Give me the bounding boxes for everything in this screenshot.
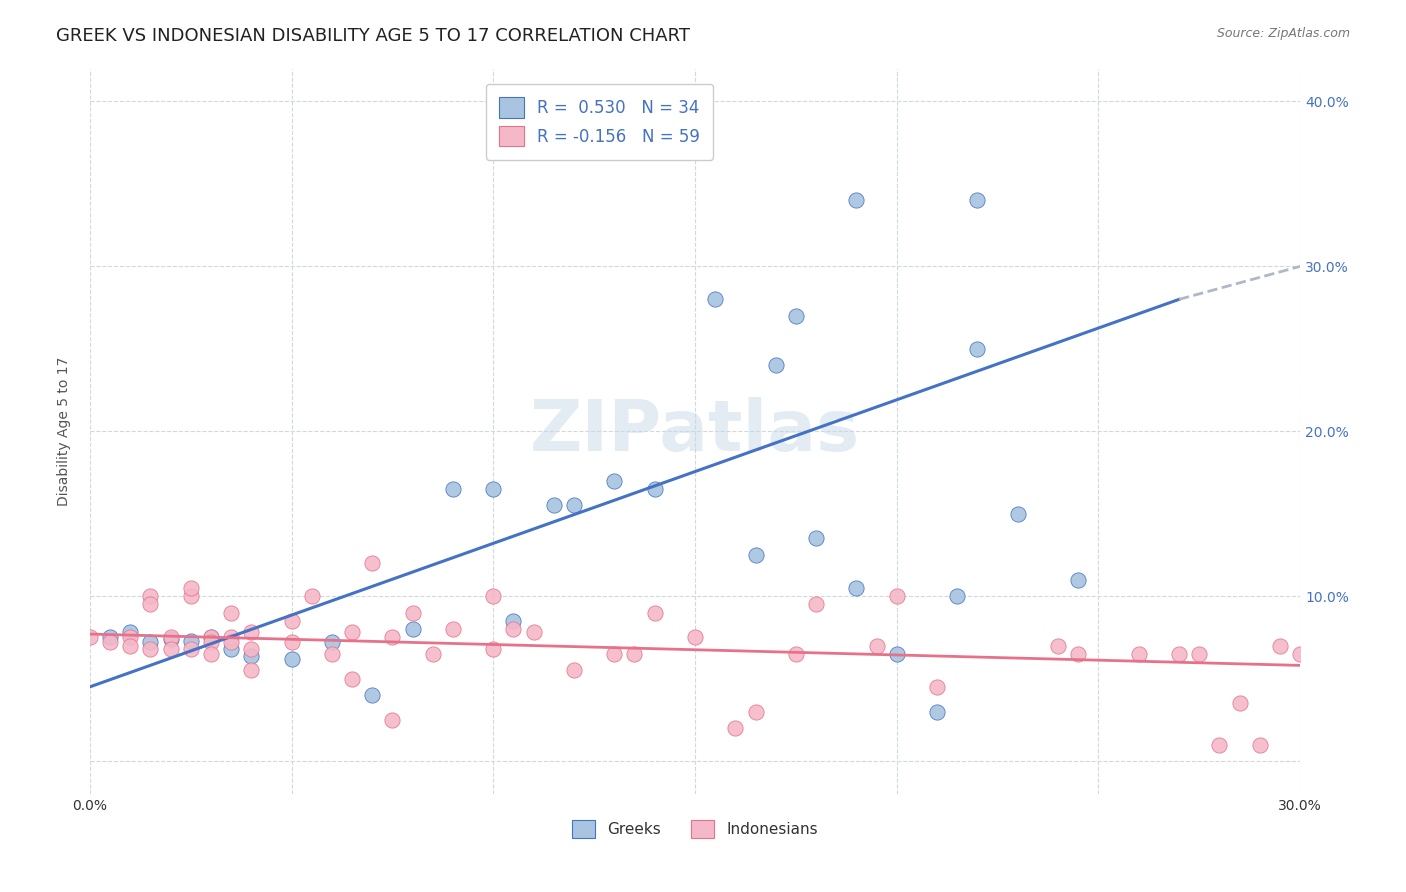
Point <box>401 606 423 620</box>
Point <box>219 631 242 645</box>
Point <box>1268 639 1291 653</box>
Point <box>180 633 202 648</box>
Y-axis label: Disability Age 5 to 17: Disability Age 5 to 17 <box>58 357 72 506</box>
Point <box>219 635 242 649</box>
Point <box>1128 647 1150 661</box>
Point <box>441 482 464 496</box>
Point <box>1067 573 1090 587</box>
Point <box>280 614 302 628</box>
Point <box>765 359 787 373</box>
Point <box>724 721 747 735</box>
Point <box>340 672 363 686</box>
Point <box>159 632 181 646</box>
Point <box>1168 647 1191 661</box>
Point <box>200 631 222 645</box>
Point <box>301 589 323 603</box>
Point <box>925 680 948 694</box>
Point <box>785 647 807 661</box>
Point <box>240 625 263 640</box>
Point <box>441 622 464 636</box>
Point <box>340 625 363 640</box>
Point <box>744 705 766 719</box>
Point <box>644 482 666 496</box>
Point <box>1289 647 1312 661</box>
Point <box>946 589 969 603</box>
Point <box>1229 696 1251 710</box>
Point <box>886 647 908 661</box>
Point <box>865 639 887 653</box>
Point <box>280 635 302 649</box>
Point <box>1249 738 1271 752</box>
Point <box>219 641 242 656</box>
Point <box>804 532 827 546</box>
Point <box>200 647 222 661</box>
Point <box>1208 738 1230 752</box>
Point <box>321 635 343 649</box>
Point <box>785 309 807 323</box>
Text: ZIPatlas: ZIPatlas <box>530 397 860 466</box>
Point <box>180 641 202 656</box>
Point <box>240 641 263 656</box>
Point <box>744 548 766 562</box>
Point <box>603 474 626 488</box>
Point <box>159 631 181 645</box>
Point <box>644 606 666 620</box>
Point <box>139 589 162 603</box>
Point <box>422 647 444 661</box>
Point <box>120 625 142 640</box>
Point <box>603 647 626 661</box>
Point <box>845 581 868 595</box>
Point <box>361 688 384 702</box>
Point <box>381 713 404 727</box>
Point <box>1047 639 1070 653</box>
Point <box>159 641 181 656</box>
Point <box>120 639 142 653</box>
Point <box>139 598 162 612</box>
Point <box>482 589 505 603</box>
Point <box>623 647 645 661</box>
Point <box>845 194 868 208</box>
Point <box>401 622 423 636</box>
Point <box>543 499 565 513</box>
Text: Source: ZipAtlas.com: Source: ZipAtlas.com <box>1216 27 1350 40</box>
Point <box>1188 647 1211 661</box>
Point <box>120 631 142 645</box>
Legend: Greeks, Indonesians: Greeks, Indonesians <box>565 814 824 845</box>
Point <box>139 641 162 656</box>
Point <box>562 664 585 678</box>
Point <box>886 589 908 603</box>
Point <box>361 556 384 570</box>
Point <box>683 631 706 645</box>
Point <box>139 635 162 649</box>
Point <box>240 648 263 663</box>
Point <box>79 631 101 645</box>
Point <box>704 293 727 307</box>
Point <box>1007 507 1029 521</box>
Point <box>925 705 948 719</box>
Point <box>1067 647 1090 661</box>
Point <box>200 635 222 649</box>
Point <box>482 482 505 496</box>
Point <box>180 589 202 603</box>
Point <box>98 631 121 645</box>
Point <box>280 652 302 666</box>
Point <box>523 625 546 640</box>
Point <box>562 499 585 513</box>
Point <box>502 622 524 636</box>
Point <box>381 631 404 645</box>
Point <box>966 342 988 356</box>
Point <box>200 631 222 645</box>
Point <box>603 128 626 142</box>
Point <box>240 664 263 678</box>
Point <box>482 641 505 656</box>
Point <box>804 598 827 612</box>
Point <box>219 606 242 620</box>
Point <box>98 635 121 649</box>
Point <box>502 614 524 628</box>
Point <box>321 647 343 661</box>
Text: GREEK VS INDONESIAN DISABILITY AGE 5 TO 17 CORRELATION CHART: GREEK VS INDONESIAN DISABILITY AGE 5 TO … <box>56 27 690 45</box>
Point <box>966 194 988 208</box>
Point <box>180 581 202 595</box>
